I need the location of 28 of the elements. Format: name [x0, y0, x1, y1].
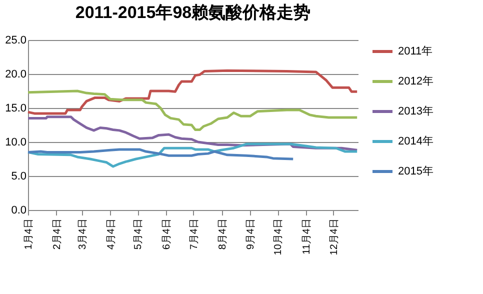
- x-tick-label: 5月4日: [133, 218, 144, 250]
- legend-label: 2011年: [398, 46, 433, 58]
- legend-label: 2015年: [398, 166, 434, 178]
- x-tick-label: 10月4日: [273, 218, 284, 256]
- x-tick-label: 3月4日: [77, 218, 88, 250]
- line-series: [26, 148, 294, 160]
- y-tick-label: 25.0: [5, 34, 26, 46]
- chart-title: 2011-2015年98赖氨酸价格走势: [75, 3, 311, 22]
- legend-label: 2013年: [398, 106, 434, 118]
- line-series: [26, 142, 358, 168]
- y-tick-label: 20.0: [5, 68, 26, 80]
- x-tick-label: 6月4日: [162, 218, 173, 250]
- x-tick-label: 2月4日: [52, 218, 63, 250]
- legend-label: 2012年: [398, 76, 434, 88]
- line-series: [26, 90, 358, 132]
- x-tick-label: 8月4日: [217, 218, 228, 250]
- y-tick-label: 15.0: [5, 102, 26, 114]
- x-tick-label: 1月4日: [24, 218, 34, 250]
- line-series: [26, 69, 358, 115]
- x-tick-label: 11月4日: [301, 218, 312, 254]
- legend-label: 2014年: [398, 136, 434, 148]
- y-tick-label: 0.0: [11, 204, 26, 216]
- x-tick-label: 4月4日: [106, 218, 117, 250]
- x-tick-label: 12月4日: [328, 218, 340, 256]
- y-tick-label: 10.0: [5, 136, 26, 148]
- x-tick-label: 7月4日: [188, 218, 200, 250]
- y-tick-label: 5.0: [11, 170, 26, 182]
- x-tick-label: 9月4日: [246, 218, 257, 250]
